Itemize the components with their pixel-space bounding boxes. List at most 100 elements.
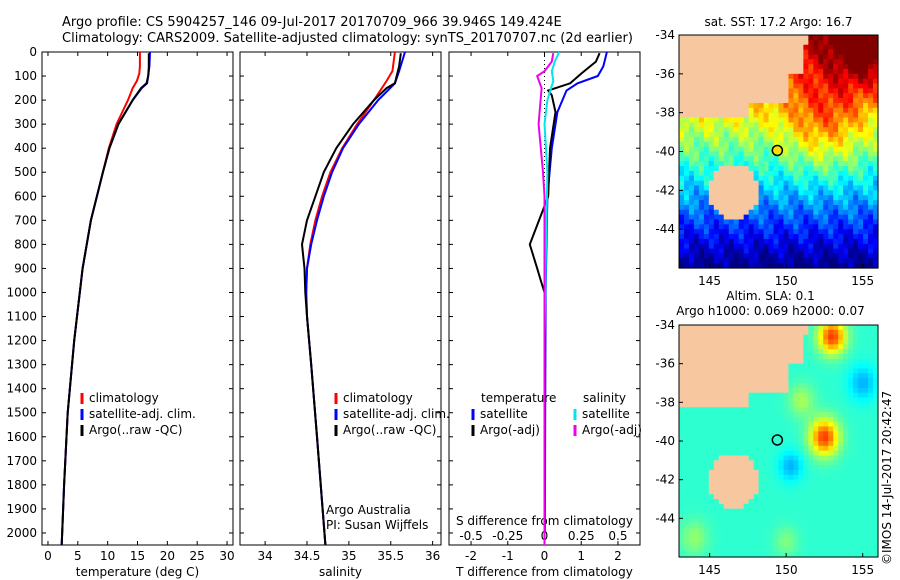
map-cell: [838, 532, 844, 539]
map-cell: [803, 450, 809, 457]
map-cell: [743, 334, 750, 341]
map-cell: [823, 263, 829, 269]
map-cell: [793, 363, 799, 370]
map-cell: [763, 387, 770, 394]
map-cell: [738, 339, 745, 345]
map-cell: [733, 73, 740, 80]
map-cell: [873, 107, 879, 114]
map-cell: [853, 547, 859, 553]
map-cell: [848, 479, 854, 486]
map-cell: [758, 552, 765, 558]
map-cell: [679, 78, 685, 85]
map-cell: [718, 214, 725, 221]
map-cell: [683, 460, 690, 466]
map-cell: [679, 35, 685, 41]
map-cell: [723, 229, 730, 235]
map-cell: [833, 44, 839, 51]
map-cell: [793, 547, 799, 553]
map-cell: [853, 325, 859, 331]
map-cell: [679, 402, 685, 408]
map-cell: [718, 479, 725, 486]
map-cell: [823, 387, 829, 394]
map-cell: [738, 209, 745, 216]
map-cell: [748, 88, 755, 94]
map-cell: [708, 407, 715, 413]
map-cell: [788, 39, 795, 46]
map-cell: [823, 436, 829, 442]
map-cell: [713, 334, 720, 341]
map-cell: [723, 416, 730, 423]
map-cell: [833, 392, 839, 399]
map-cell: [753, 39, 760, 46]
map-cell: [833, 489, 839, 495]
map-cell: [708, 450, 715, 457]
map-cell: [848, 253, 854, 259]
map-cell: [753, 243, 760, 250]
map-cell: [758, 78, 765, 85]
map-cell: [858, 156, 864, 162]
map-cell: [753, 354, 760, 360]
map-cell: [838, 224, 844, 230]
map-cell: [853, 83, 859, 89]
map-cell: [679, 358, 685, 365]
map-cell: [808, 528, 814, 534]
map-cell: [738, 219, 745, 225]
map-cell: [708, 537, 715, 544]
map-cell: [808, 436, 814, 442]
map-cell: [743, 354, 750, 360]
map-cell: [853, 185, 859, 191]
map-cell: [708, 334, 715, 341]
map-cell: [773, 421, 780, 428]
map-cell: [768, 325, 775, 331]
map-cell: [848, 354, 854, 360]
map-cell: [873, 151, 879, 157]
map-cell: [693, 329, 700, 336]
map-cell: [753, 78, 760, 85]
map-cell: [863, 358, 869, 365]
map-cell: [743, 363, 750, 370]
map-cell: [733, 508, 740, 515]
map-cell: [763, 253, 770, 259]
map-cell: [833, 180, 839, 187]
map-cell: [843, 489, 849, 495]
map-cell: [758, 127, 765, 133]
map-cell: [758, 54, 765, 60]
map-cell: [853, 175, 859, 182]
map-cell: [703, 151, 710, 157]
map-cell: [843, 39, 849, 46]
map-cell: [853, 248, 859, 255]
map-cell: [679, 392, 685, 399]
map-cell: [868, 88, 874, 94]
map-cell: [688, 518, 695, 524]
map-cell: [863, 465, 869, 471]
map-cell: [723, 59, 730, 65]
map-cell: [783, 421, 790, 428]
map-cell: [693, 542, 700, 548]
map-cell: [863, 141, 869, 148]
map-cell: [863, 258, 869, 264]
map-cell: [833, 503, 839, 510]
map-cell: [698, 402, 705, 408]
map-cell: [803, 503, 809, 510]
map-cell: [728, 161, 735, 167]
map-cell: [753, 542, 760, 548]
map-cell: [753, 112, 760, 119]
map-cell: [843, 325, 849, 331]
map-cell: [823, 508, 829, 515]
map-cell: [838, 523, 844, 529]
map-cell: [763, 431, 770, 437]
map-cell: [863, 224, 869, 230]
map-cell: [718, 470, 725, 476]
map-cell: [858, 450, 864, 457]
map-cell: [773, 238, 780, 245]
map-cell: [708, 83, 715, 89]
map-cell: [753, 238, 760, 245]
map-cell: [823, 368, 829, 374]
map-cell: [798, 363, 804, 370]
map-cell: [803, 445, 809, 452]
map-cell: [868, 508, 874, 515]
map-cell: [783, 253, 790, 259]
map-cell: [838, 98, 844, 104]
map-cell: [679, 387, 685, 394]
map-cell: [728, 258, 735, 264]
